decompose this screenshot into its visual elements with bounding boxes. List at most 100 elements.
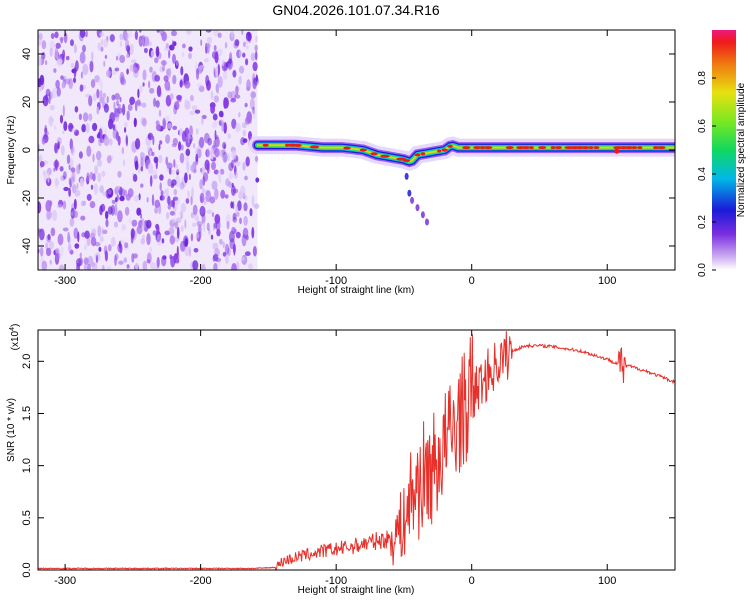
noise-blob [173, 196, 178, 201]
y-tick-label: 2.0 [21, 354, 33, 369]
colorbar-tick-label: 0.2 [697, 215, 708, 229]
noise-blob [198, 85, 205, 93]
snr-ylabel: SNR (10 * v/v) [6, 398, 17, 462]
noise-blob [226, 221, 230, 230]
noise-blob [140, 183, 144, 188]
noise-blob [128, 30, 132, 38]
colorbar-gradient [712, 30, 736, 270]
noise-blob [63, 186, 69, 192]
noise-blob [79, 177, 84, 187]
noise-blob [166, 162, 173, 170]
noise-blob [195, 232, 200, 239]
noise-blob [254, 44, 258, 52]
x-tick-label: 0 [469, 575, 475, 587]
noise-blob [159, 182, 162, 192]
colorbar-label: Normalized spectral amplitude [736, 82, 747, 217]
noise-blob [83, 257, 89, 266]
noise-blob [137, 164, 141, 174]
noise-blob [168, 67, 172, 79]
signal-peak [437, 149, 442, 153]
noise-blob [115, 131, 119, 142]
noise-blob [111, 199, 116, 204]
noise-blob [123, 257, 128, 263]
noise-blob [228, 172, 234, 180]
noise-blob [56, 87, 61, 97]
noise-blob [117, 107, 123, 114]
signal-tail-point [407, 189, 412, 197]
noise-blob [119, 54, 126, 64]
signal-peak [521, 146, 530, 150]
noise-blob [155, 46, 160, 58]
signal-peak [505, 146, 514, 150]
noise-blob [189, 246, 191, 258]
noise-blob [179, 210, 184, 217]
noise-blob [53, 167, 56, 172]
noise-blob [214, 148, 220, 158]
noise-blob [91, 51, 94, 62]
noise-blob [196, 221, 203, 227]
noise-blob [156, 256, 160, 268]
noise-blob [164, 80, 171, 91]
noise-blob [127, 103, 133, 112]
signal-tail-point [410, 196, 415, 204]
noise-blob [49, 259, 52, 265]
noise-blob [156, 85, 162, 98]
noise-blob [199, 205, 206, 217]
noise-blob [179, 79, 183, 88]
noise-blob [241, 256, 245, 261]
noise-blob [203, 222, 206, 232]
noise-blob [200, 167, 206, 175]
noise-blob [104, 250, 108, 262]
noise-blob [73, 44, 77, 54]
noise-blob [175, 251, 180, 263]
noise-blob [233, 171, 238, 179]
noise-blob [231, 226, 236, 235]
noise-blob [174, 164, 179, 169]
noise-blob [181, 51, 185, 58]
noise-blob [38, 230, 41, 237]
noise-blob [82, 112, 89, 122]
noise-blob [54, 142, 58, 154]
noise-blob [171, 179, 177, 186]
noise-blob [215, 66, 219, 79]
noise-blob [232, 212, 237, 221]
noise-blob [102, 229, 108, 234]
noise-blob [88, 135, 95, 144]
noise-blob [213, 45, 217, 52]
signal-peak [262, 143, 269, 147]
noise-blob [149, 175, 153, 187]
noise-blob [69, 158, 74, 170]
noise-blob [62, 49, 66, 60]
noise-blob [176, 217, 182, 224]
noise-blob [101, 227, 104, 236]
noise-blob [96, 88, 100, 99]
signal-peak [614, 148, 620, 154]
noise-blob [192, 143, 196, 149]
noise-blob [195, 153, 199, 163]
noise-blob [38, 154, 43, 163]
noise-blob [154, 74, 161, 82]
noise-blob [82, 63, 89, 76]
noise-blob [92, 173, 96, 182]
noise-blob [53, 160, 60, 169]
noise-blob [207, 137, 212, 146]
noise-blob [62, 130, 65, 135]
noise-blob [125, 39, 130, 51]
noise-blob [244, 116, 251, 125]
noise-blob [241, 122, 247, 129]
snr-series-line [38, 331, 675, 570]
noise-blob [186, 161, 190, 171]
noise-blob [55, 79, 60, 89]
noise-blob [232, 201, 235, 210]
noise-blob [176, 96, 182, 103]
noise-blob [105, 210, 109, 220]
x-tick-label: -300 [54, 275, 76, 287]
noise-blob [252, 77, 257, 90]
noise-blob [159, 30, 164, 34]
noise-blob [213, 30, 219, 37]
noise-blob [149, 246, 153, 253]
noise-blob [254, 155, 259, 162]
noise-blob [116, 100, 119, 106]
noise-blob [184, 99, 190, 110]
noise-blob [68, 187, 71, 197]
